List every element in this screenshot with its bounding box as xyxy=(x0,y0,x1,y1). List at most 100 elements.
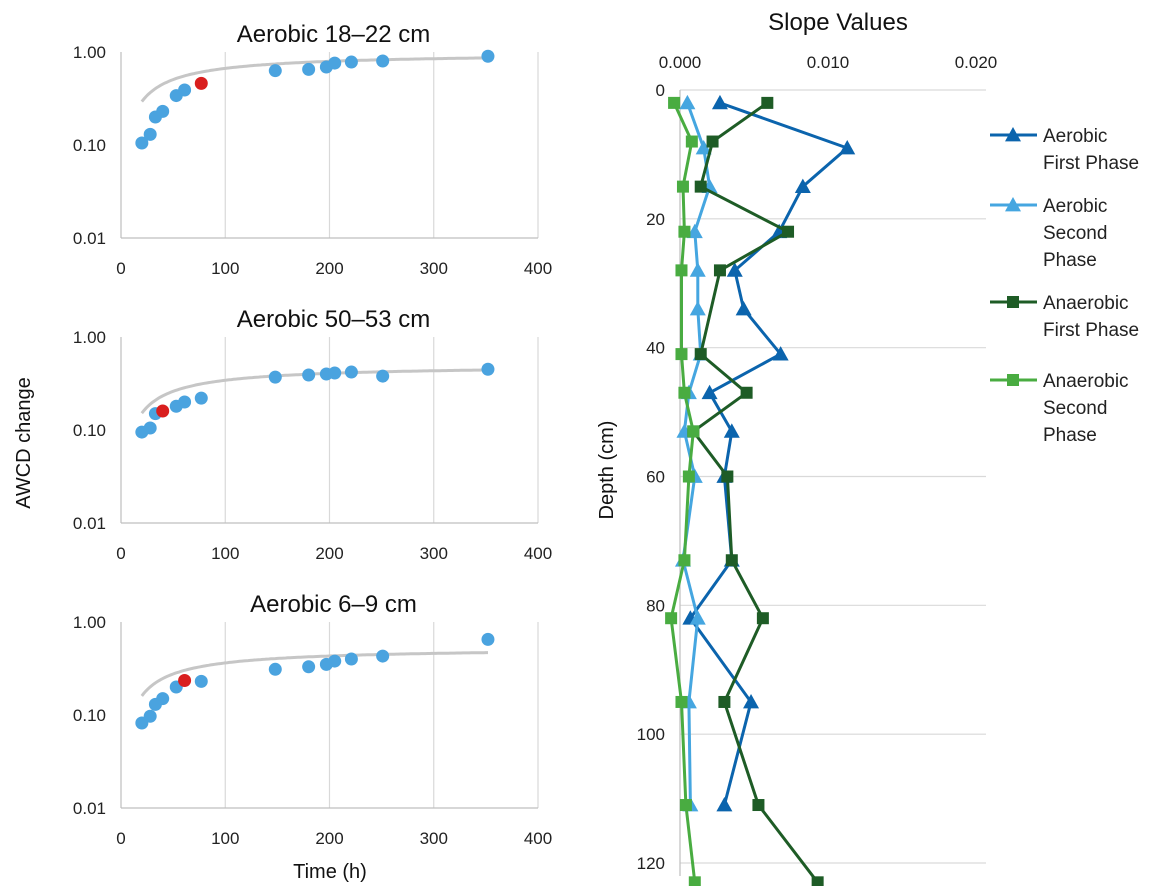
legend-marker xyxy=(1007,296,1019,308)
series-marker xyxy=(689,262,706,277)
y-tick-label: 1.00 xyxy=(73,43,106,62)
data-point xyxy=(328,366,342,380)
y-tick-label: 1.00 xyxy=(73,613,106,632)
series-marker xyxy=(686,223,703,239)
legend-label: Aerobic xyxy=(1043,196,1107,217)
left-ylabel: AWCD change xyxy=(13,377,35,509)
series-marker xyxy=(678,554,691,567)
series-marker xyxy=(716,797,733,812)
x-tick-label: 0 xyxy=(116,259,125,278)
data-point xyxy=(194,674,208,688)
y-tick-label: 0.10 xyxy=(73,706,106,725)
data-point xyxy=(481,49,495,63)
legend-label: Aerobic xyxy=(1043,126,1107,147)
data-point xyxy=(328,654,342,668)
series-marker xyxy=(756,612,769,625)
x-tick-label: 200 xyxy=(315,544,343,563)
series-marker xyxy=(694,348,707,361)
y-tick-label: 0.01 xyxy=(73,514,106,533)
legend-item-3: Anaerobic First Phase xyxy=(990,293,1139,341)
legend-label: Phase xyxy=(1043,425,1097,446)
series-marker xyxy=(713,264,726,277)
data-point xyxy=(194,391,208,405)
legend-label: First Phase xyxy=(1043,153,1139,174)
data-point xyxy=(481,632,495,646)
series-marker xyxy=(782,225,795,238)
series-marker xyxy=(718,695,731,708)
x-tick-label: 300 xyxy=(420,829,448,848)
legend-label: Anaerobic xyxy=(1043,293,1129,314)
highlighted-data-point xyxy=(194,76,208,90)
data-point xyxy=(156,692,170,706)
y-axis-title: Depth (cm) xyxy=(596,421,618,520)
data-point xyxy=(344,55,358,69)
legend-label: Phase xyxy=(1043,250,1097,271)
fit-curve xyxy=(140,56,488,103)
fit-curve xyxy=(140,651,488,697)
data-point xyxy=(302,660,316,674)
data-point xyxy=(376,54,390,68)
data-point xyxy=(302,62,316,76)
series-marker xyxy=(772,346,789,361)
highlighted-data-point xyxy=(178,673,192,687)
scatter-panel-1: 0 100 200 300 400 1.00 0.10 0.01 Aerobic 18–22 c… xyxy=(73,21,552,278)
y-tick-label: 120 xyxy=(637,854,665,873)
data-point xyxy=(178,395,192,409)
series-line xyxy=(681,102,712,806)
x-tick-label: 300 xyxy=(420,544,448,563)
legend-marker xyxy=(1005,197,1021,212)
data-point xyxy=(268,370,282,384)
series-marker xyxy=(721,470,734,483)
legend-label: Anaerobic xyxy=(1043,371,1129,392)
y-tick-label: 0 xyxy=(656,81,665,100)
x-tick-label: 100 xyxy=(211,544,239,563)
scatter-panel-3: 0 100 200 300 400 1.00 0.10 0.01 Aerobic 6–9 cm xyxy=(73,591,552,848)
series-marker xyxy=(706,135,719,148)
legend-marker xyxy=(1007,374,1019,386)
series-line xyxy=(691,101,819,884)
x-tick-label: 200 xyxy=(315,829,343,848)
y-tick-label: 0.10 xyxy=(73,421,106,440)
legend-label: Second xyxy=(1043,398,1107,419)
data-point xyxy=(268,64,282,78)
series-marker xyxy=(811,876,824,886)
y-tick-label: 0.10 xyxy=(73,136,106,155)
series-marker xyxy=(689,301,706,316)
scatter-panel-2: 0 100 200 300 400 1.00 0.10 0.01 Aerobic 50–53 c… xyxy=(73,306,552,563)
x-tick-label: 0 xyxy=(116,544,125,563)
data-point xyxy=(143,709,157,723)
series-marker xyxy=(685,135,698,148)
series-3 xyxy=(687,96,824,886)
y-tick-label: 1.00 xyxy=(73,328,106,347)
data-point xyxy=(376,369,390,383)
series-marker xyxy=(725,554,738,567)
series-marker xyxy=(675,695,688,708)
data-point xyxy=(344,652,358,666)
legend-item-2: Aerobic Second Phase xyxy=(990,196,1107,271)
x-tick-label: 300 xyxy=(420,259,448,278)
x-tick-label: 0.010 xyxy=(807,53,850,72)
legend: Aerobic First Phase Aerobic Second Phase Anae… xyxy=(990,126,1139,446)
data-point xyxy=(268,662,282,676)
data-point xyxy=(178,83,192,97)
slope-values-panel: 0 20 40 60 80 100 120 0.000 0.010 0.020 Slope Valu… xyxy=(596,9,997,886)
y-tick-label: 80 xyxy=(646,596,665,615)
data-point xyxy=(302,368,316,382)
data-point xyxy=(156,104,170,118)
y-tick-label: 0.01 xyxy=(73,799,106,818)
left-xlabel: Time (h) xyxy=(293,861,367,883)
series-line xyxy=(688,101,851,806)
legend-label: Second xyxy=(1043,223,1107,244)
series-4 xyxy=(665,96,701,886)
series-marker xyxy=(687,425,700,438)
panel-title: Aerobic 50–53 cm xyxy=(237,306,430,333)
y-tick-label: 40 xyxy=(646,339,665,358)
legend-label: First Phase xyxy=(1043,320,1139,341)
series-marker xyxy=(668,96,681,109)
series-line xyxy=(669,102,697,883)
series-marker xyxy=(675,264,688,277)
series-marker xyxy=(740,386,753,399)
y-tick-label: 100 xyxy=(637,725,665,744)
data-point xyxy=(328,56,342,70)
legend-marker xyxy=(1005,127,1021,142)
